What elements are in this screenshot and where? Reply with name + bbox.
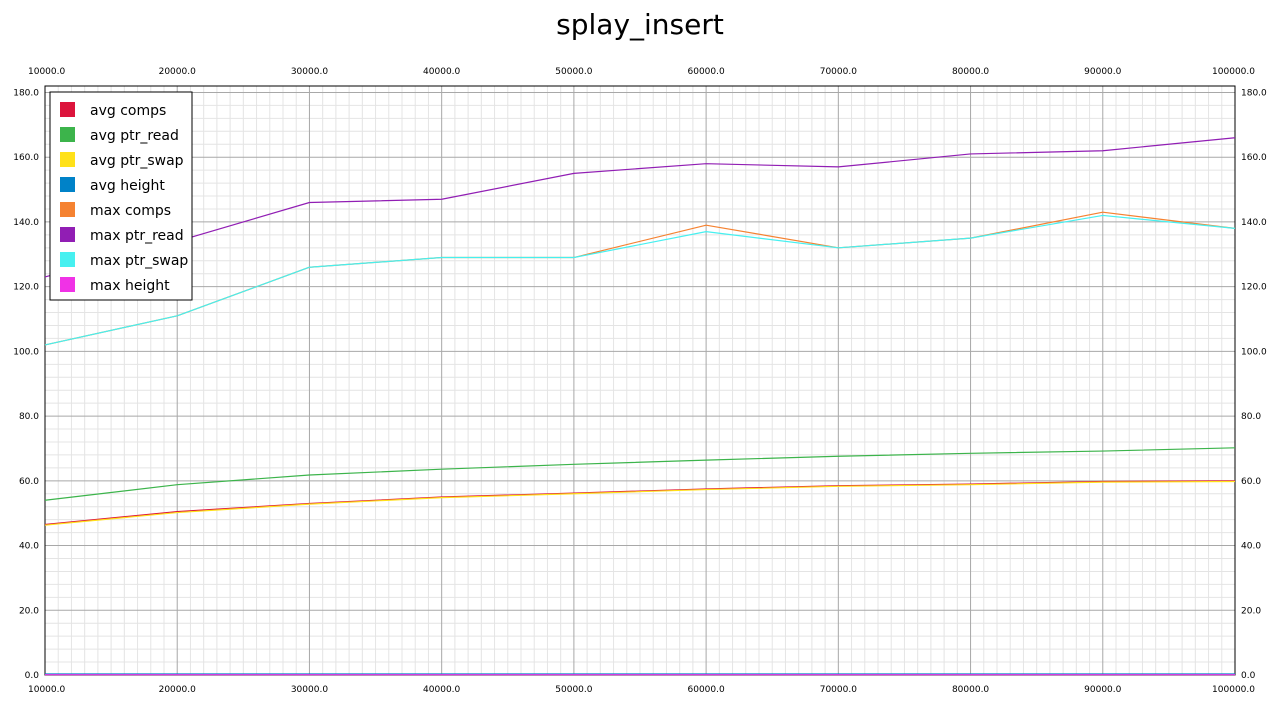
series-line-max-ptr-read [44, 137, 1236, 278]
x-tick-label-top: 50000.0 [555, 67, 592, 77]
y-tick-label-left: 140.0 [13, 218, 39, 228]
series-line-avg-ptr-read [44, 447, 1236, 501]
x-tick-label-top: 100000.0 [1212, 67, 1255, 77]
y-tick-label-right: 180.0 [1241, 88, 1267, 98]
x-tick-label-bottom: 100000.0 [1212, 685, 1255, 695]
series-line-avg-comps [44, 480, 1236, 526]
minor-grid [45, 86, 1235, 675]
x-tick-label-top: 60000.0 [688, 67, 725, 77]
x-tick-label-top: 40000.0 [423, 67, 460, 77]
y-tick-label-left: 100.0 [13, 347, 39, 357]
legend-label-avg-ptr-swap: avg ptr_swap [90, 153, 184, 169]
y-tick-label-right: 120.0 [1241, 283, 1267, 293]
y-tick-label-right: 100.0 [1241, 347, 1267, 357]
x-tick-label-bottom: 90000.0 [1084, 685, 1121, 695]
x-tick-label-top: 30000.0 [291, 67, 328, 77]
axis-ticks: 10000.0 10000.0 20000.0 20000.0 30000.0 30000… [13, 67, 1267, 695]
y-tick-label-left: 120.0 [13, 283, 39, 293]
y-tick-label-left: 40.0 [19, 542, 39, 552]
legend-label-max-ptr-swap: max ptr_swap [90, 253, 188, 269]
legend-swatch-avg-ptr-swap [60, 152, 75, 167]
series-lines [44, 137, 1236, 676]
x-tick-label-top: 20000.0 [159, 67, 196, 77]
legend-label-max-height: max height [90, 278, 170, 294]
y-tick-label-left: 80.0 [19, 412, 39, 422]
legend-swatch-max-comps [60, 202, 75, 217]
y-tick-label-right: 140.0 [1241, 218, 1267, 228]
legend-label-avg-height: avg height [90, 178, 165, 194]
y-tick-label-left: 180.0 [13, 88, 39, 98]
legend-label-avg-comps: avg comps [90, 103, 166, 119]
y-tick-label-right: 60.0 [1241, 477, 1261, 487]
legend-label-max-ptr-read: max ptr_read [90, 228, 184, 244]
x-tick-label-bottom: 10000.0 [28, 685, 65, 695]
major-grid [44, 86, 1236, 676]
x-tick-label-bottom: 80000.0 [952, 685, 989, 695]
legend-label-avg-ptr-read: avg ptr_read [90, 128, 179, 144]
y-tick-label-left: 0.0 [25, 671, 40, 681]
x-tick-label-top: 90000.0 [1084, 67, 1121, 77]
x-tick-label-bottom: 50000.0 [555, 685, 592, 695]
legend-swatch-avg-comps [60, 102, 75, 117]
x-tick-label-bottom: 70000.0 [820, 685, 857, 695]
x-tick-label-bottom: 20000.0 [159, 685, 196, 695]
series-line-avg-ptr-swap [44, 480, 1236, 526]
x-tick-label-top: 80000.0 [952, 67, 989, 77]
legend-swatch-max-ptr-swap [60, 252, 75, 267]
x-tick-label-top: 70000.0 [820, 67, 857, 77]
y-tick-label-left: 60.0 [19, 477, 39, 487]
x-tick-label-top: 10000.0 [28, 67, 65, 77]
y-tick-label-right: 80.0 [1241, 412, 1261, 422]
legend-label-max-comps: max comps [90, 203, 171, 219]
y-tick-label-right: 20.0 [1241, 606, 1261, 616]
y-tick-label-right: 160.0 [1241, 153, 1267, 163]
legend-swatch-max-height [60, 277, 75, 292]
x-tick-label-bottom: 60000.0 [688, 685, 725, 695]
series-line-max-ptr-swap [44, 214, 1236, 346]
y-tick-label-right: 0.0 [1241, 671, 1256, 681]
x-tick-label-bottom: 40000.0 [423, 685, 460, 695]
legend-swatch-avg-ptr-read [60, 127, 75, 142]
y-tick-label-left: 20.0 [19, 606, 39, 616]
x-tick-label-bottom: 30000.0 [291, 685, 328, 695]
y-tick-label-right: 40.0 [1241, 542, 1261, 552]
legend-swatch-avg-height [60, 177, 75, 192]
y-tick-label-left: 160.0 [13, 153, 39, 163]
chart-title: splay_insert [556, 8, 724, 41]
legend-swatch-max-ptr-read [60, 227, 75, 242]
